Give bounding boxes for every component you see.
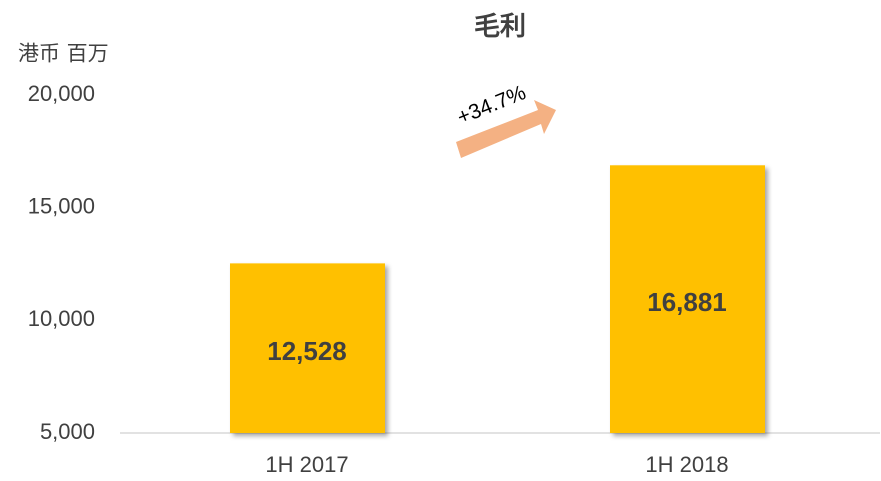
chart-title: 毛利 [474,12,526,42]
bar [230,263,385,433]
data-label: 12,528 [267,336,347,366]
y-tick-label: 20,000 [28,81,95,106]
bar [610,165,765,433]
x-tick-label: 1H 2018 [645,452,728,477]
data-label: 16,881 [647,287,727,317]
y-axis-label: 港币 百万 [18,42,109,66]
growth-arrow [456,100,556,158]
x-tick-label: 1H 2017 [265,452,348,477]
y-tick-label: 15,000 [28,193,95,218]
y-tick-label: 5,000 [40,419,95,444]
y-tick-label: 10,000 [28,306,95,331]
